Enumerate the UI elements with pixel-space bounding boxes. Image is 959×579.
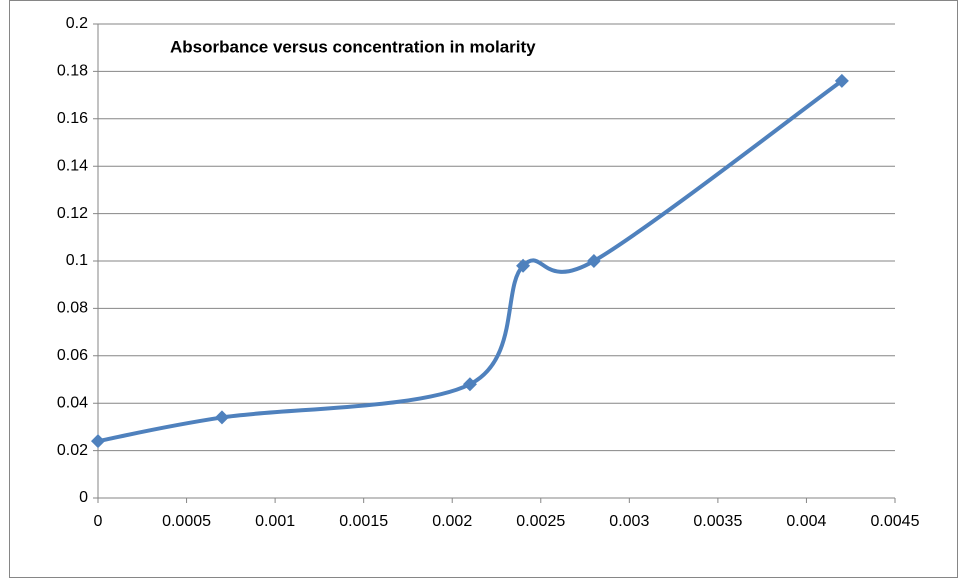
marker — [91, 434, 105, 449]
y-tick-label: 0.08 — [57, 300, 88, 317]
x-tick-label: 0 — [94, 513, 103, 530]
y-tick-label: 0.1 — [66, 252, 88, 269]
y-tick-label: 0.06 — [57, 347, 88, 364]
marker — [214, 410, 229, 425]
x-tick-label: 0.0045 — [871, 513, 920, 530]
x-tick-label: 0.004 — [786, 513, 826, 530]
marker — [834, 73, 849, 88]
y-tick-label: 0.04 — [57, 394, 88, 411]
y-tick-label: 0.16 — [57, 110, 88, 127]
y-tick-label: 0.02 — [57, 442, 88, 459]
chart-border — [9, 0, 958, 578]
x-tick-label: 0.003 — [609, 513, 649, 530]
x-tick-label: 0.001 — [255, 513, 295, 530]
x-tick-label: 0.002 — [432, 513, 472, 530]
chart-title: Absorbance versus concentration in molar… — [170, 37, 536, 56]
y-tick-label: 0.12 — [57, 205, 88, 222]
x-tick-label: 0.0025 — [516, 513, 565, 530]
y-tick-label: 0.14 — [57, 157, 88, 174]
y-tick-label: 0.2 — [66, 15, 88, 32]
marker — [462, 377, 477, 392]
x-tick-label: 0.0035 — [693, 513, 742, 530]
y-tick-label: 0 — [79, 489, 88, 506]
x-tick-label: 0.0005 — [162, 513, 211, 530]
marker — [516, 258, 531, 273]
x-tick-label: 0.0015 — [339, 513, 388, 530]
y-tick-label: 0.18 — [57, 63, 88, 80]
marker — [586, 254, 601, 268]
